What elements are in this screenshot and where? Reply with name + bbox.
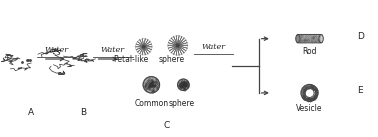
- Text: sphere: sphere: [169, 99, 195, 109]
- Text: C: C: [163, 121, 169, 130]
- Text: B: B: [81, 108, 87, 117]
- Ellipse shape: [305, 89, 314, 97]
- Ellipse shape: [178, 79, 189, 90]
- Ellipse shape: [319, 35, 323, 43]
- Ellipse shape: [301, 85, 318, 101]
- Text: Water: Water: [101, 45, 125, 54]
- Text: D: D: [357, 32, 364, 41]
- Ellipse shape: [296, 35, 300, 43]
- Ellipse shape: [176, 44, 179, 47]
- Text: A: A: [28, 108, 34, 117]
- Ellipse shape: [143, 77, 160, 93]
- Text: E: E: [358, 86, 363, 95]
- FancyBboxPatch shape: [297, 35, 322, 43]
- Ellipse shape: [143, 46, 145, 48]
- Text: Rod: Rod: [302, 47, 317, 56]
- Text: Vesicle: Vesicle: [296, 104, 323, 112]
- Text: Common: Common: [134, 99, 169, 109]
- Text: Petal-like: Petal-like: [113, 55, 148, 64]
- Text: Water: Water: [201, 43, 226, 51]
- Text: Water: Water: [44, 45, 68, 54]
- Text: sphere: sphere: [159, 55, 185, 64]
